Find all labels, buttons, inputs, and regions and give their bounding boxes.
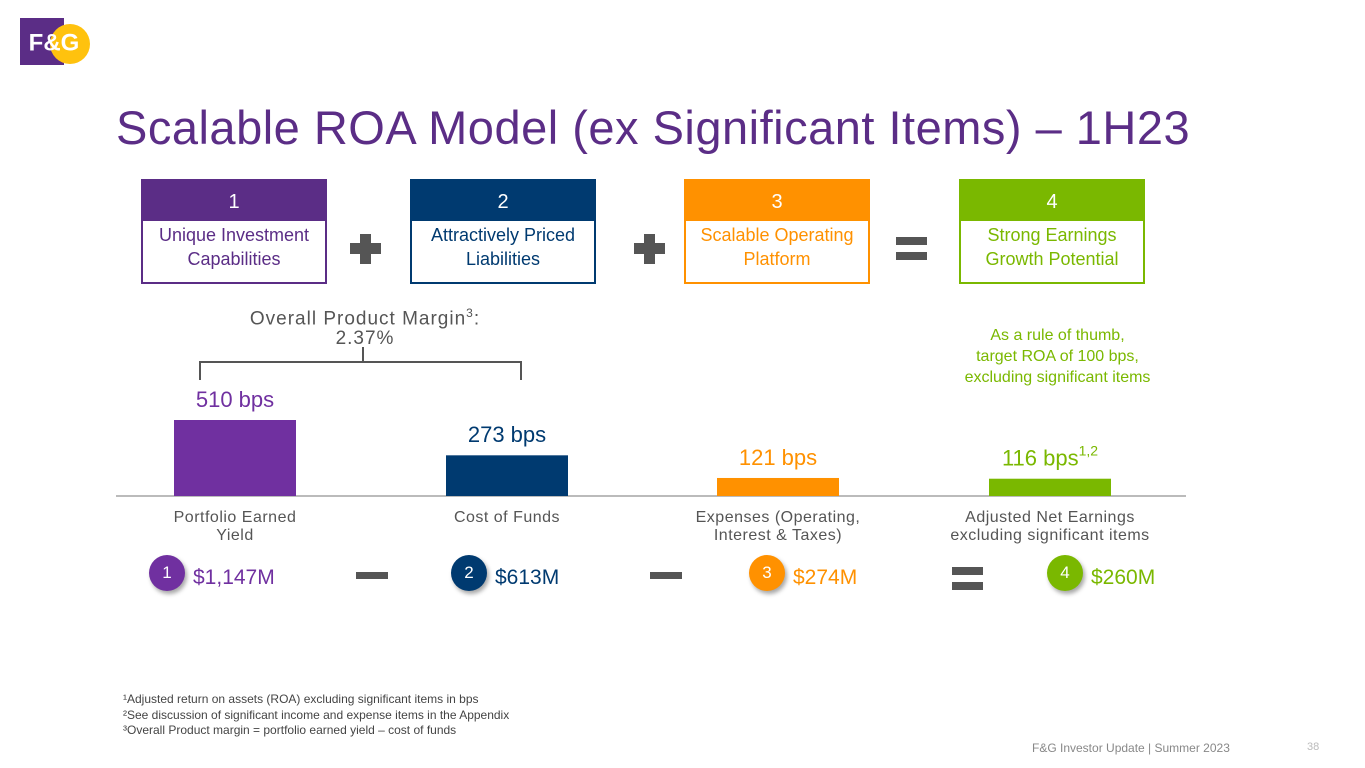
- pillar-number: 2: [412, 181, 594, 221]
- value-label: 116 bps1,2: [1002, 442, 1098, 470]
- rule-line: target ROA of 100 bps,: [976, 348, 1139, 365]
- operators: [350, 234, 983, 590]
- rule-of-thumb: As a rule of thumb, target ROA of 100 bp…: [930, 325, 1185, 388]
- step-circle: 3: [749, 555, 785, 591]
- pillar-label: Strong Earnings Growth Potential: [985, 225, 1119, 269]
- bar: [174, 420, 296, 496]
- amount: $274M: [793, 566, 858, 589]
- pillar-label: Scalable Operating Platform: [700, 225, 854, 269]
- pillar-box: 2 Attractively Priced Liabilities: [410, 179, 596, 284]
- x-tick-label: Adjusted Net Earnings excluding signific…: [950, 509, 1150, 544]
- pillar-box: 1 Unique Investment Capabilities: [141, 179, 327, 284]
- page-number: 38: [1307, 741, 1320, 753]
- pillar-label: Unique Investment Capabilities: [158, 225, 310, 269]
- margin-bracket: [199, 347, 522, 380]
- margin-note: Overall Product Margin3: 2.37%: [200, 303, 530, 349]
- bar: [446, 455, 568, 496]
- title: Scalable ROA Model (ex Significant Items…: [116, 101, 1191, 154]
- footnote: ¹Adjusted return on assets (ROA) excludi…: [123, 692, 479, 706]
- amount: $613M: [495, 566, 560, 589]
- footnote: ²See discussion of significant income an…: [123, 707, 510, 722]
- pillar-box: 4 Strong Earnings Growth Potential: [959, 179, 1145, 284]
- logo-circle: [50, 24, 90, 64]
- margin-suffix: :: [473, 308, 481, 330]
- rule-line: As a rule of thumb,: [990, 327, 1125, 344]
- bar: [989, 478, 1111, 496]
- value-label: 273 bps: [468, 422, 546, 447]
- x-tick-label: Portfolio Earned Yield: [173, 509, 297, 544]
- amount: $260M: [1091, 566, 1156, 589]
- footnotes: ¹Adjusted return on assets (ROA) excludi…: [123, 692, 509, 739]
- pillar-number: 4: [961, 181, 1143, 221]
- x-tick-label: Cost of Funds: [453, 509, 561, 526]
- bar: [717, 477, 839, 496]
- step-circle: 1: [149, 555, 185, 591]
- pillar-number: 3: [686, 181, 868, 221]
- pillar-label: Attractively Priced Liabilities: [430, 225, 576, 269]
- value-label: 510 bps: [196, 387, 274, 412]
- logo: F&G: [29, 29, 80, 56]
- amount: $1,147M: [193, 566, 275, 589]
- footer: F&G Investor Update | Summer 2023: [1032, 741, 1230, 755]
- value-label: 121 bps: [739, 445, 817, 470]
- x-tick-label: Expenses (Operating, Interest & Taxes): [695, 509, 861, 544]
- step-circle: 2: [451, 555, 487, 591]
- margin-sup: 3: [466, 306, 474, 320]
- footnote: ³Overall Product margin = portfolio earn…: [123, 723, 457, 737]
- pillar-box: 3 Scalable Operating Platform: [684, 179, 870, 284]
- margin-label: Overall Product Margin: [249, 308, 467, 330]
- margin-value: 2.37%: [335, 328, 395, 350]
- step-circle: 4: [1047, 555, 1083, 591]
- value-label-superscript: 1,2: [1079, 442, 1099, 458]
- pillar-number: 1: [143, 181, 325, 221]
- rule-line: excluding significant items: [964, 369, 1151, 386]
